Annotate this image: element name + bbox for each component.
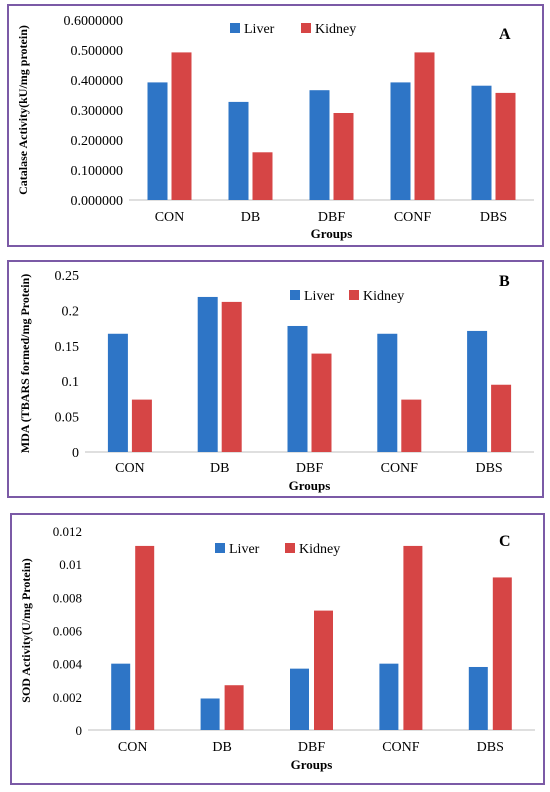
chart-b-bar-liver-con (107, 333, 128, 452)
chart-b-ytick-label: 0.25 (55, 269, 80, 284)
chart-panel-a: 0.000000 0.100000 0.200000 0.300000 0.400000… (7, 4, 544, 247)
chart-a-bar-liver-conf (390, 82, 411, 200)
chart-a-ytick-label: 0.000000 (71, 194, 124, 209)
chart-c-xlabel: Groups (291, 757, 333, 772)
chart-c-bar-liver-db (200, 698, 220, 730)
chart-c-bar-kidney-dbf (314, 610, 333, 730)
chart-b-bar-kidney-con (131, 399, 152, 452)
chart-b-bar-kidney-conf (401, 399, 422, 452)
chart-c-bar-liver-conf (379, 663, 399, 730)
chart-c-legend-swatch-kidney (285, 543, 295, 553)
chart-c-ytick-label: 0.006 (53, 624, 83, 639)
chart-c-category-label: DBF (298, 740, 325, 755)
chart-c-bar-liver-dbf (290, 668, 309, 730)
chart-a-ytick-label: 0.6000000 (64, 14, 124, 29)
chart-b-bar-liver-dbs (467, 330, 488, 452)
chart-c-category-label: DBS (477, 740, 504, 755)
chart-panel-b: 0 0.05 0.1 0.15 0.2 0.25 CON DB DBF CONF DBS Groups… (7, 260, 544, 498)
chart-c-ytick-label: 0 (76, 723, 83, 738)
chart-a-legend-label-kidney: Kidney (315, 22, 356, 37)
chart-a-ytick-label: 0.200000 (71, 134, 124, 149)
chart-b-legend-swatch-liver (290, 290, 300, 300)
chart-c-bar-liver-con (111, 663, 131, 730)
chart-a-bar-liver-dbf (309, 90, 330, 200)
chart-a-ytick-label: 0.100000 (71, 164, 124, 179)
chart-b-ytick-label: 0.05 (55, 411, 80, 426)
chart-a-ytick-label: 0.400000 (71, 74, 124, 89)
chart-a-ytick-label: 0.500000 (71, 44, 124, 59)
chart-b-bar-kidney-dbs (491, 384, 512, 452)
chart-c-bar-kidney-db (224, 685, 244, 730)
chart-c-bar-kidney-con (135, 545, 155, 730)
chart-c-category-label: CON (118, 740, 148, 755)
chart-c-category-label: DB (212, 740, 231, 755)
chart-c-ytick-label: 0.004 (53, 657, 83, 672)
chart-c-panel-label: C (499, 533, 511, 550)
chart-c-ytick-label: 0.002 (53, 690, 82, 705)
chart-c-legend-label-liver: Liver (229, 542, 260, 557)
chart-a-ytick-label: 0.300000 (71, 104, 124, 119)
chart-c-ytick-label: 0.008 (53, 590, 82, 605)
chart-b-category-label: DBF (296, 461, 323, 476)
chart-a-legend-swatch-kidney (301, 23, 311, 33)
chart-a-bar-kidney-dbs (495, 92, 516, 200)
chart-b-category-label: CONF (381, 461, 419, 476)
chart-a-category-label: DBF (318, 210, 345, 225)
chart-b-ytick-label: 0.2 (62, 304, 80, 319)
chart-b-xlabel: Groups (289, 478, 331, 493)
chart-a-xlabel: Groups (311, 226, 353, 241)
chart-b-legend-label-kidney: Kidney (363, 289, 404, 304)
chart-a-category-label: CONF (394, 210, 432, 225)
chart-b-bar-liver-db (197, 296, 218, 452)
chart-b-bar-liver-dbf (287, 325, 308, 452)
chart-a-category-label: DBS (480, 210, 507, 225)
chart-c-category-label: CONF (382, 740, 420, 755)
chart-b-ytick-label: 0.15 (55, 340, 80, 355)
chart-a-legend-swatch-liver (230, 23, 240, 33)
chart-c-bar-kidney-conf (403, 545, 423, 730)
chart-b-panel-label: B (499, 273, 510, 290)
chart-c-bar-kidney-dbs (492, 577, 512, 730)
chart-a-panel-label: A (499, 26, 511, 43)
chart-a-bar-liver-dbs (471, 85, 492, 200)
chart-b-bar-liver-conf (377, 333, 398, 452)
chart-c-legend-label-kidney: Kidney (299, 542, 340, 557)
chart-b-ytick-label: 0 (72, 446, 79, 461)
chart-panel-c: 0 0.002 0.004 0.006 0.008 0.01 0.012 CON DB DBF CO… (10, 513, 545, 785)
chart-a-ylabel: Catalase Activity(kU/mg protein) (16, 25, 30, 195)
chart-a-bar-kidney-db (252, 152, 273, 200)
chart-b-bar-kidney-db (221, 301, 242, 452)
chart-b-svg: 0 0.05 0.1 0.15 0.2 0.25 CON DB DBF CONF DBS Groups… (18, 269, 534, 493)
chart-a-svg: 0.000000 0.100000 0.200000 0.300000 0.400000… (16, 14, 534, 241)
chart-c-legend-swatch-liver (215, 543, 225, 553)
chart-a-bar-kidney-con (171, 52, 192, 201)
chart-b-bar-kidney-dbf (311, 353, 332, 452)
chart-b-category-label: DB (210, 461, 229, 476)
chart-a-legend-label-liver: Liver (244, 22, 275, 37)
chart-a-bar-kidney-conf (414, 52, 435, 201)
chart-b-ytick-label: 0.1 (62, 375, 80, 390)
chart-c-svg: 0 0.002 0.004 0.006 0.008 0.01 0.012 CON DB DBF CO… (19, 524, 535, 772)
chart-a-category-label: CON (155, 210, 185, 225)
chart-b-ylabel: MDA (TBARS formed/mg Protein) (18, 274, 32, 453)
chart-b-category-label: DBS (475, 461, 502, 476)
chart-b-category-label: CON (115, 461, 145, 476)
chart-a-bar-liver-db (228, 101, 249, 200)
chart-c-ytick-label: 0.012 (53, 524, 82, 539)
chart-b-legend-label-liver: Liver (304, 289, 335, 304)
chart-c-bar-liver-dbs (468, 666, 488, 730)
chart-c-ytick-label: 0.01 (59, 557, 82, 572)
chart-a-category-label: DB (241, 210, 260, 225)
chart-b-legend-swatch-kidney (349, 290, 359, 300)
chart-a-bar-liver-con (147, 82, 168, 200)
chart-a-bar-kidney-dbf (333, 113, 354, 200)
chart-c-ylabel: SOD Activity(U/mg Protein) (19, 558, 33, 702)
